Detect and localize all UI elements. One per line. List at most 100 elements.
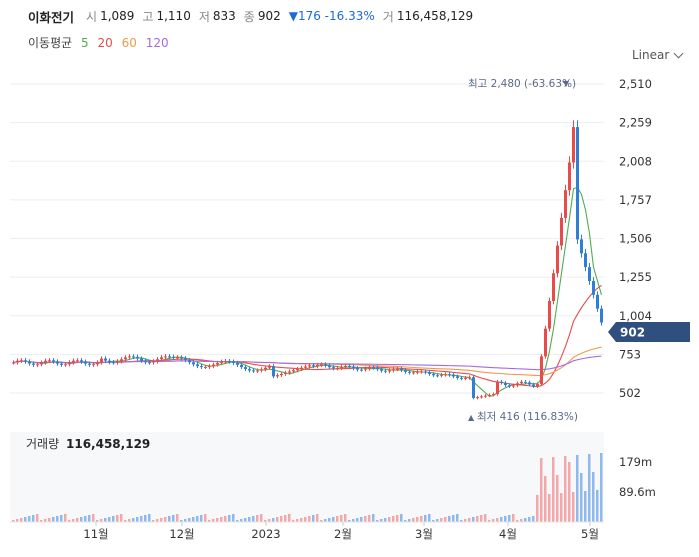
candle-body [24,360,27,362]
volume-bar [460,520,463,522]
volume-bar [448,516,451,522]
price-tick-label: 502 [619,386,641,400]
candle-body [376,367,379,370]
candle-body [468,377,471,379]
volume-bar [132,518,135,522]
volume-bar [428,514,431,522]
candle-body [332,367,335,369]
candle-body [40,362,43,365]
candle-body [72,360,75,363]
candle-body [120,359,123,362]
volume-bar [392,516,395,522]
volume-bar [364,516,367,522]
candle-body [356,368,359,370]
candle-body [588,267,591,281]
candle-body [508,385,511,387]
candle-body [352,366,355,369]
volume-bar [360,517,363,522]
volume-bar [204,514,207,522]
candle-body [188,360,191,363]
ma-legend-60: 60 [121,36,137,50]
volume-bar [72,519,75,522]
volume-bar [324,519,327,522]
volume-bar [296,519,299,522]
candle-body [220,361,223,363]
volume-bar [236,520,239,522]
volume-bar [104,518,107,522]
volume-bar [44,519,47,522]
candle-body [484,395,487,397]
change-value: ▼176 -16.33% [288,9,375,23]
ma-legend-120: 120 [145,36,169,50]
volume-bar [176,514,179,522]
price-tick-label: 1,004 [619,309,652,323]
volume-bar [568,462,571,522]
candle-body [340,366,343,368]
candle-body [452,374,455,377]
volume-bar [560,493,563,522]
volume-bar [492,519,495,522]
candle-body [164,356,167,358]
candle-body [492,394,495,396]
ma20-line [13,284,602,388]
x-tick-label: 12월 [169,527,194,541]
candle-body [412,372,415,374]
volume-bar [424,515,427,522]
candle-body [512,385,515,387]
candle-body [216,362,219,365]
candle-body [368,367,371,369]
candle-body [192,362,195,365]
scale-selector[interactable]: Linear [632,48,684,62]
candle-body [476,397,479,399]
candle-body [248,369,251,371]
low-label: 저 [198,9,210,24]
candle-body [576,127,579,240]
x-tick-label: 11월 [83,527,108,541]
volume-bar [268,519,271,522]
volume-bar [484,514,487,522]
volume-bar [60,515,63,522]
volume-title: 거래량 [26,437,59,451]
candle-body [88,363,91,365]
volume-bar [172,515,175,522]
close-label: 종 [243,9,255,24]
candle-body [224,361,227,363]
volume-bar [52,517,55,522]
volume-bar [208,520,211,522]
candle-body [592,280,595,295]
volume-value: 116,458,129 [396,9,474,23]
volume-bar [356,518,359,522]
volume-bar [88,515,91,522]
candle-body [348,365,351,367]
volume-bar [372,514,375,522]
x-tick-label: 2023 [251,527,280,541]
volume-bar [500,517,503,522]
price-tick-label: 2,510 [619,77,652,91]
candle-body [96,362,99,365]
candle-body [176,357,179,359]
candle-body [32,363,35,365]
candle-body [288,371,291,373]
candle-body [232,361,235,363]
candle-body [16,360,19,363]
candle-body [276,375,279,377]
price-tick-label: 1,757 [619,193,652,207]
volume-bar [128,519,131,522]
candle-body [148,362,151,364]
volume-bar [152,520,155,522]
candle-body [228,361,231,363]
candle-body [180,357,183,359]
volume-bar [184,519,187,522]
volume-bar [540,458,543,522]
volume-bar [212,519,215,522]
volume-bar [488,520,491,522]
candle-body [44,360,47,363]
candle-body [204,366,207,368]
volume-tick-89m: 89.6m [619,485,656,499]
volume-panel-bg [10,432,604,522]
volume-bar [348,520,351,522]
candle-body [80,360,83,362]
x-tick-label: 5월 [581,527,599,541]
volume-bar [232,514,235,522]
